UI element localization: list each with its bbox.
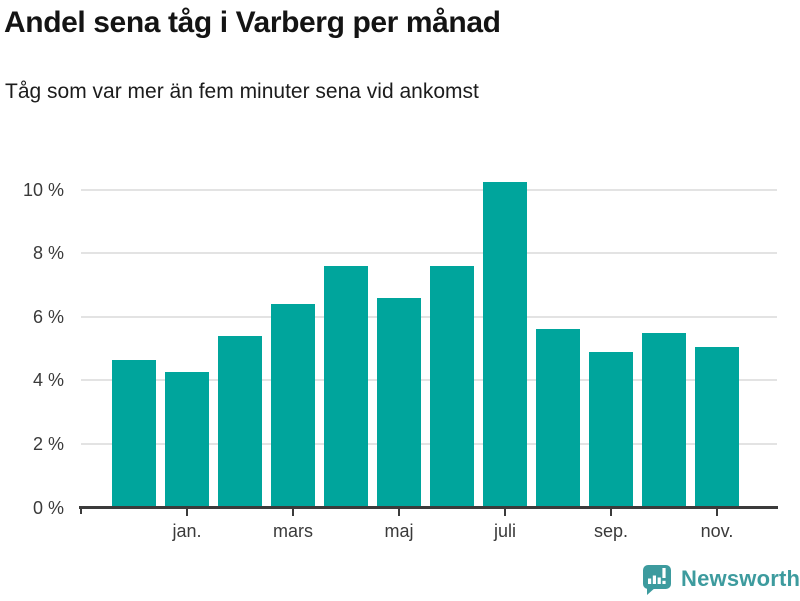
- bar-sep.: [589, 351, 633, 508]
- y-axis-label: 6 %: [32, 306, 64, 327]
- y-axis-label: 8 %: [32, 243, 64, 264]
- bar-aug.: [536, 329, 580, 508]
- y-axis-label: 0 %: [32, 497, 64, 518]
- newsworthy-link[interactable]: Newsworthy: [641, 562, 800, 596]
- x-axis-tick: [292, 509, 294, 516]
- bar-maj: [377, 297, 421, 508]
- bar-dec.: [112, 359, 156, 508]
- x-axis-tick: [610, 509, 612, 516]
- newsworthy-logo-icon: [641, 562, 673, 596]
- y-axis-label: 4 %: [32, 370, 64, 391]
- x-axis-label: mars: [273, 520, 313, 541]
- bar-nov.: [695, 346, 739, 508]
- gridline: [81, 442, 777, 445]
- x-axis-start-tick: [80, 506, 82, 514]
- x-axis-label: sep.: [593, 520, 629, 541]
- x-axis-tick: [716, 509, 718, 516]
- bar-okt.: [642, 332, 686, 508]
- bar-feb.: [218, 335, 262, 508]
- gridline: [81, 379, 777, 382]
- x-axis-line: [79, 506, 778, 509]
- x-axis-label: maj: [384, 520, 414, 541]
- chart-title: Andel sena tåg i Varberg per månad: [4, 6, 501, 39]
- chart-subtitle: Tåg som var mer än fem minuter sena vid …: [5, 80, 479, 103]
- gridline: [81, 252, 777, 255]
- x-axis-label: nov.: [700, 520, 734, 541]
- y-axis-label: 2 %: [32, 433, 64, 454]
- bar-juli: [483, 181, 527, 508]
- newsworthy-logo-text: Newsworthy: [681, 566, 800, 591]
- bar-apr.: [324, 265, 368, 508]
- y-axis-label: 10 %: [22, 179, 64, 200]
- x-axis-tick: [504, 509, 506, 516]
- bar-jan.: [165, 372, 209, 508]
- x-axis-tick: [186, 509, 188, 516]
- x-axis-tick: [398, 509, 400, 516]
- x-axis-label: jan.: [172, 520, 202, 541]
- bar-juni: [430, 265, 474, 508]
- bar-mars: [271, 303, 315, 508]
- gridline: [81, 315, 777, 318]
- gridline: [81, 188, 777, 191]
- x-axis-label: juli: [493, 520, 516, 541]
